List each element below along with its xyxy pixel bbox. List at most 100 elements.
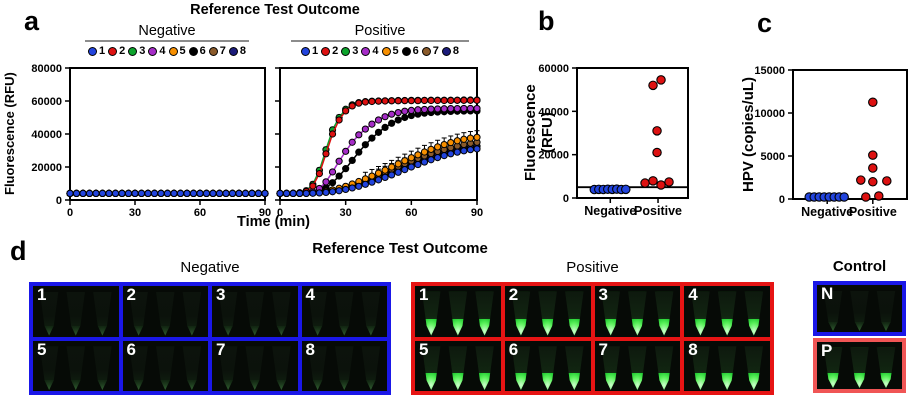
fluorescent-tube — [565, 291, 584, 336]
legend-item-5: 5 — [168, 45, 186, 57]
legend-label-7: 7 — [432, 45, 439, 57]
cell-number: 6 — [508, 340, 519, 359]
legend-label-8: 8 — [452, 45, 459, 57]
tube-liquid — [512, 373, 530, 390]
dark-tube — [93, 346, 112, 390]
dark-tube — [182, 291, 202, 336]
fluorescent-tube — [850, 347, 869, 388]
svg-text:15000: 15000 — [754, 65, 785, 77]
panel-a-y-axis-label: Fluorescence (RFU) — [2, 72, 17, 196]
tube-liquid — [66, 380, 85, 390]
dark-tube — [850, 290, 869, 331]
panel-d-label: d — [10, 236, 27, 266]
fluorescent-tube — [628, 291, 647, 336]
positive-kinetics-chart: 0 30 60 90 — [275, 67, 483, 219]
dark-tube — [245, 291, 264, 336]
tube-liquid — [877, 322, 895, 331]
legend-item-1: 1 — [88, 45, 105, 57]
panel-c-label: c — [757, 8, 773, 38]
tube-cell-pos-7: 7 — [594, 340, 681, 391]
tube-liquid — [245, 380, 264, 390]
legend-label-4: 4 — [159, 45, 166, 57]
legend-label-2: 2 — [119, 45, 126, 57]
tube-liquid — [628, 318, 647, 336]
dark-tube — [335, 346, 354, 390]
tube-liquid — [272, 325, 291, 336]
svg-text:0: 0 — [56, 195, 62, 207]
tube-liquid — [512, 318, 530, 336]
tube-cell-pos-5: 5 — [415, 340, 501, 391]
tube-row — [33, 289, 119, 336]
svg-text:30: 30 — [129, 207, 141, 219]
tube-row — [302, 289, 388, 336]
cell-number: 2 — [126, 286, 136, 304]
legend-item-2: 2 — [108, 45, 125, 57]
svg-text:0: 0 — [563, 193, 569, 205]
dark-tube — [272, 291, 291, 336]
cell-number: 3 — [216, 286, 226, 304]
negative-subheader: Negative — [85, 23, 249, 42]
panel-d-control-header: Control — [832, 258, 887, 275]
svg-text:Positive: Positive — [634, 204, 682, 218]
panel-d-title: Reference Test Outcome — [312, 240, 488, 257]
tube-liquid — [156, 325, 175, 336]
dark-tube — [245, 346, 264, 390]
tube-liquid — [824, 322, 842, 331]
fluorescent-tube — [538, 291, 557, 336]
legend-item-3: 3 — [128, 45, 145, 57]
legend-dot-2 — [108, 46, 118, 56]
panel-d-negative-header: Negative — [180, 259, 240, 276]
dark-tube — [876, 290, 896, 331]
legend-dot-5 — [168, 46, 178, 56]
points-negative — [589, 184, 631, 195]
svg-text:90: 90 — [259, 207, 271, 219]
legend-item-8: 8 — [228, 45, 246, 57]
tube-cell-neg-1: 1 — [33, 286, 119, 337]
legend-item-5: 5 — [381, 45, 399, 57]
dark-tube — [361, 291, 381, 336]
tube-liquid — [422, 318, 441, 336]
tube-liquid — [335, 380, 354, 390]
panel-d-positive-header: Positive — [566, 259, 619, 276]
tube-liquid — [129, 325, 148, 336]
tube-liquid — [601, 318, 620, 336]
svg-text:10000: 10000 — [754, 108, 785, 120]
legend-dot-6 — [401, 46, 411, 56]
series-1 — [66, 189, 269, 198]
cell-number: P — [821, 342, 833, 360]
fluorescent-tube — [876, 347, 896, 388]
tube-row — [817, 288, 902, 331]
cell-number: 8 — [305, 340, 315, 359]
legend-label-4: 4 — [372, 45, 379, 57]
svg-text:Positive: Positive — [849, 205, 897, 219]
negative-kinetics-chart: 0 20000 40000 60000 80000 0 30 60 90 — [31, 63, 271, 219]
tube-liquid — [691, 318, 710, 336]
svg-text:40000: 40000 — [538, 106, 569, 118]
dark-tube — [308, 291, 327, 336]
tube-liquid — [40, 325, 58, 336]
svg-text:0: 0 — [67, 207, 73, 219]
positive-legend-block: Positive 1 2 3 4 5 6 7 8 — [291, 23, 469, 57]
points-positive — [640, 75, 674, 190]
panel-b-y-axis-label: Fluorescence (RFU) — [522, 84, 556, 182]
negative-legend: 1 2 3 4 5 6 7 8 — [85, 45, 249, 57]
tube-cell-neg-7: 7 — [212, 340, 298, 391]
legend-item-7: 7 — [421, 45, 439, 57]
y-axis: 0 5000 10000 15000 — [754, 65, 793, 206]
svg-text:Negative: Negative — [584, 204, 636, 218]
tube-row — [595, 289, 681, 336]
legend-label-1: 1 — [99, 45, 106, 57]
legend-dot-3 — [341, 46, 351, 56]
legend-dot-2 — [321, 46, 331, 56]
dark-tube — [129, 346, 148, 390]
legend-item-6: 6 — [401, 45, 419, 57]
svg-text:0: 0 — [779, 194, 785, 206]
tube-liquid — [850, 322, 869, 331]
series-5 — [276, 130, 481, 198]
dark-tube — [823, 290, 843, 331]
tube-liquid — [744, 373, 763, 390]
tube-cell-pos-1: 1 — [415, 286, 501, 337]
positive-tube-grid: 1 2 3 4 5 6 7 8 — [411, 282, 774, 395]
